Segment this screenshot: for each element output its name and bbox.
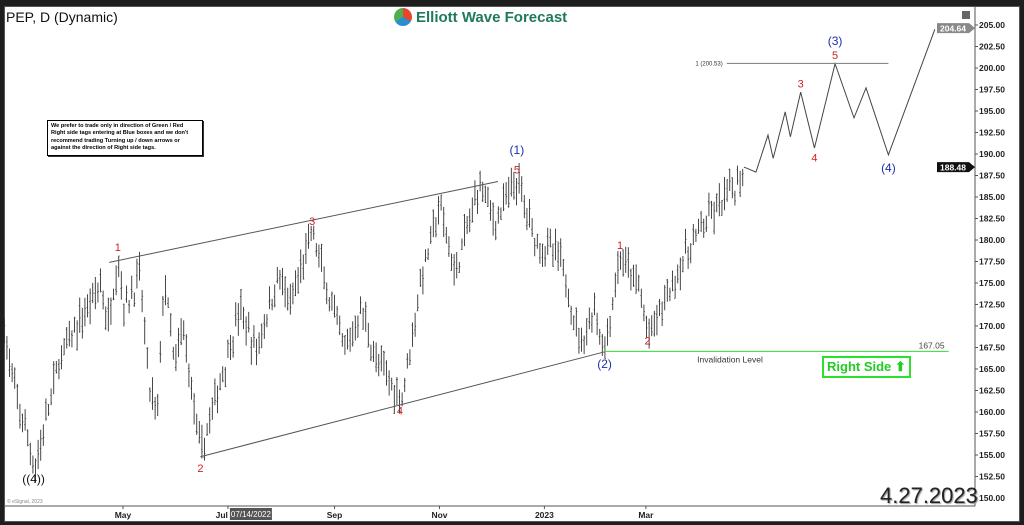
y-tick-label: 157.50 <box>979 429 1005 439</box>
y-tick-label: 180.00 <box>979 235 1005 245</box>
x-tick-label: Mar <box>638 510 654 520</box>
wave-label: 1 <box>115 242 121 254</box>
y-tick-label: 185.00 <box>979 192 1005 202</box>
projection-high-tag <box>937 23 975 34</box>
logo-icon <box>394 8 412 26</box>
y-tick-label: 202.50 <box>979 42 1005 52</box>
y-tick-label: 205.00 <box>979 20 1005 30</box>
copyright: © eSignal, 2023 <box>7 499 43 505</box>
trading-note: We prefer to trade only in direction of … <box>47 120 203 156</box>
last-price-tag-label: 188.48 <box>940 163 966 173</box>
cursor-date-label: 07/14/2022 <box>231 510 272 519</box>
invalidation-value: 167.05 <box>919 340 945 350</box>
projection-high-tag-label: 204.64 <box>940 24 966 34</box>
chart-frame <box>4 6 1020 522</box>
brand-name: Elliott Wave Forecast <box>416 8 568 26</box>
y-tick-label: 162.50 <box>979 386 1005 396</box>
y-tick-label: 182.50 <box>979 214 1005 224</box>
x-tick-label: May <box>115 510 132 520</box>
invalidation-label: Invalidation Level <box>697 354 763 364</box>
wave-label: 3 <box>798 78 804 90</box>
channel-line <box>109 181 499 263</box>
wave-label: (1) <box>510 143 525 157</box>
y-tick-label: 172.50 <box>979 300 1005 310</box>
date-stamp: 4.27.2023 <box>880 483 978 508</box>
wave-label: (4) <box>881 161 896 175</box>
x-tick-label: 2023 <box>535 510 554 520</box>
y-tick-label: 150.00 <box>979 493 1005 503</box>
y-tick-label: 197.50 <box>979 85 1005 95</box>
wave-label: 5 <box>514 164 520 176</box>
y-tick-label: 167.50 <box>979 343 1005 353</box>
right-side-label: Right Side <box>827 359 892 374</box>
y-tick-label: 177.50 <box>979 257 1005 267</box>
chart-title: PEP, D (Dynamic) <box>6 9 118 25</box>
wave-label: 2 <box>197 463 203 475</box>
last-price-tag <box>937 162 975 173</box>
fib-level-label: 1 (200.53) <box>695 61 722 67</box>
y-tick-label: 195.00 <box>979 106 1005 116</box>
y-tick-label: 175.00 <box>979 278 1005 288</box>
y-tick-label: 152.50 <box>979 472 1005 482</box>
x-tick-label: Jul <box>216 510 228 520</box>
wave-label: 4 <box>811 152 817 164</box>
wave-label: (2) <box>597 357 612 371</box>
wave-label: 5 <box>832 50 838 62</box>
x-tick-label: Nov <box>431 510 447 520</box>
y-tick-label: 155.00 <box>979 450 1005 460</box>
wave-label: ((4)) <box>22 472 45 486</box>
y-tick-label: 192.50 <box>979 128 1005 138</box>
wave-label: (3) <box>828 34 843 48</box>
brand-logo: Elliott Wave Forecast <box>394 8 567 26</box>
y-tick-label: 187.50 <box>979 171 1005 181</box>
maximize-icon[interactable] <box>962 11 970 19</box>
y-tick-label: 190.00 <box>979 149 1005 159</box>
right-side-tag: Right Side ⬆ <box>822 356 911 378</box>
y-tick-label: 160.00 <box>979 407 1005 417</box>
y-tick-label: 170.00 <box>979 321 1005 331</box>
wave-label: 1 <box>617 240 623 252</box>
wave-label: 4 <box>397 405 403 417</box>
x-tick-label: Sep <box>327 510 343 520</box>
y-tick-label: 200.00 <box>979 63 1005 73</box>
arrow-up-icon: ⬆ <box>894 359 906 374</box>
y-tick-label: 165.00 <box>979 364 1005 374</box>
wave-label: 3 <box>309 216 315 228</box>
wave-label: 2 <box>645 336 651 348</box>
projection-path <box>743 29 936 173</box>
cursor-date-box <box>229 508 272 520</box>
channel-line <box>200 351 605 458</box>
